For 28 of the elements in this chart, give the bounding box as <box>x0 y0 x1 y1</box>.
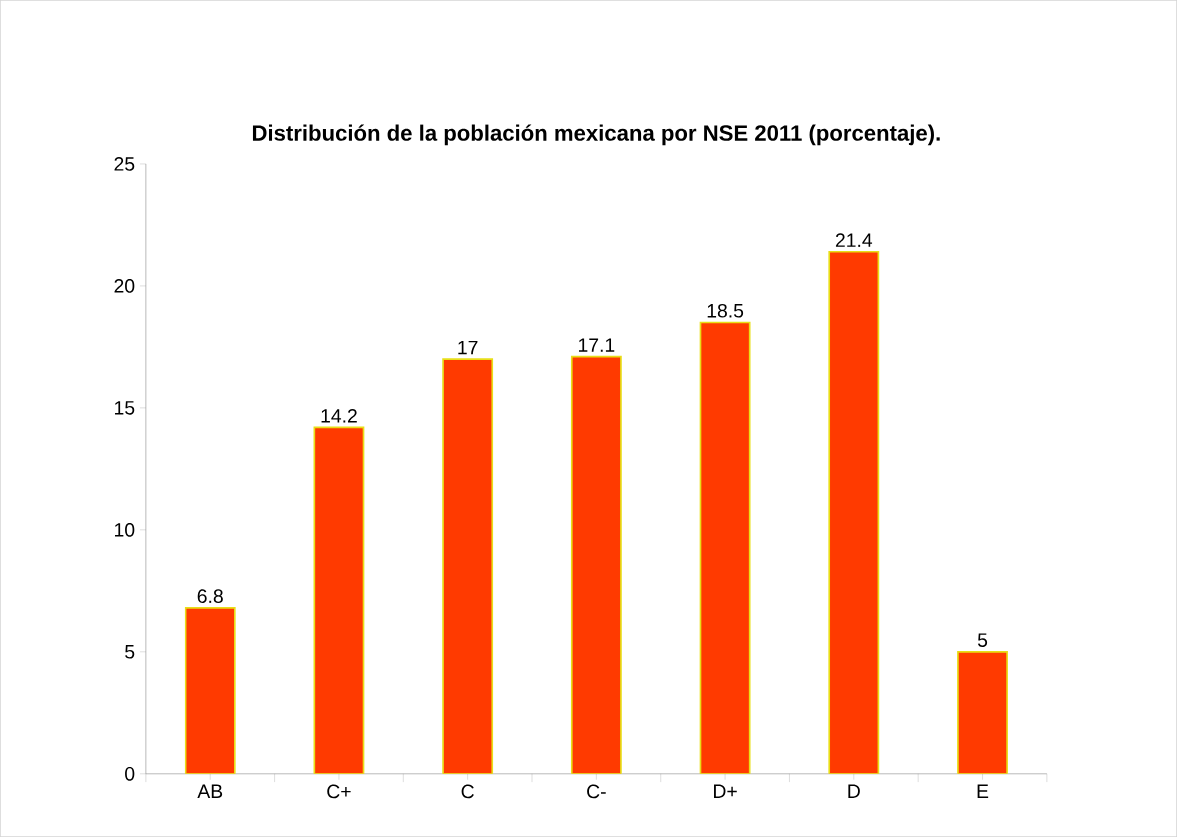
data-label: 5 <box>977 633 988 647</box>
x-tick-label: D <box>848 784 860 798</box>
bar <box>699 321 751 774</box>
x-tick-label: C- <box>587 784 606 799</box>
x-tick-label: C+ <box>327 784 351 799</box>
y-tick-label: 20 <box>114 279 135 293</box>
data-label: 17 <box>458 340 478 355</box>
x-tick-label: AB <box>197 784 223 798</box>
bar <box>442 358 494 774</box>
y-tick-label: 5 <box>125 645 135 659</box>
x-tick-label: C <box>461 784 474 799</box>
bar <box>184 607 236 774</box>
y-tick-label: 10 <box>115 522 135 537</box>
bar <box>957 650 1008 774</box>
x-tick-label: E <box>977 784 989 798</box>
bar <box>570 355 622 774</box>
data-label: 17.1 <box>579 338 615 352</box>
y-tick-label: 15 <box>115 401 135 415</box>
y-tick-label: 25 <box>114 157 135 171</box>
bar <box>828 250 880 774</box>
bar <box>313 426 365 774</box>
chart-title: Distribución de la población mexicana por NSE 2011 (porcentaje). <box>252 124 940 146</box>
data-label: 14.2 <box>321 408 357 423</box>
x-tick-label: D+ <box>714 784 737 798</box>
data-label: 18.5 <box>707 303 744 318</box>
data-label: 6.8 <box>197 589 223 604</box>
y-tick-label: 0 <box>125 766 135 781</box>
data-label: 21.4 <box>835 233 873 247</box>
